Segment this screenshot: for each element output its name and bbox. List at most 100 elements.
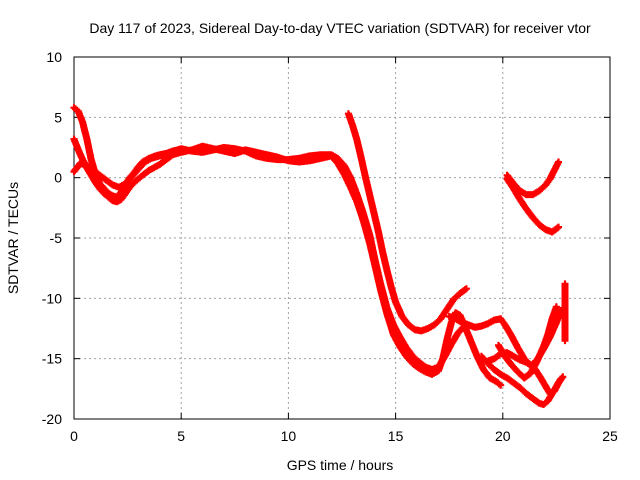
data-point (77, 148, 80, 152)
data-point (405, 346, 408, 350)
series-track-g (477, 352, 565, 408)
series-track-c (70, 146, 185, 191)
data-point (531, 193, 535, 196)
data-point (360, 157, 363, 160)
data-point (555, 385, 558, 388)
data-point (454, 317, 457, 321)
x-tick-label: 5 (177, 428, 185, 444)
data-point (89, 174, 93, 177)
data-point (563, 282, 567, 286)
data-point (467, 323, 470, 327)
data-point (448, 315, 451, 318)
data-point (512, 187, 515, 190)
data-point (111, 183, 114, 187)
data-point (510, 334, 513, 337)
data-point (486, 322, 489, 325)
data-point (563, 332, 567, 335)
data-point (525, 392, 528, 395)
data-point (473, 326, 477, 329)
data-point (450, 321, 453, 324)
data-point (561, 375, 565, 378)
data-point (244, 148, 247, 152)
data-point (538, 223, 541, 226)
data-point (488, 376, 492, 380)
data-point (77, 110, 80, 113)
data-point (424, 370, 427, 374)
data-point (398, 335, 402, 339)
data-point (372, 260, 376, 264)
data-point (89, 158, 93, 161)
data-point (544, 183, 547, 187)
data-point (190, 148, 194, 152)
data-point (94, 181, 97, 184)
data-point (445, 338, 449, 341)
data-point (342, 172, 346, 176)
data-point (119, 198, 123, 201)
data-point (385, 269, 389, 272)
x-tick-label: 10 (281, 428, 297, 444)
data-point (287, 159, 290, 162)
series-track-b (70, 135, 505, 389)
data-point (546, 333, 550, 336)
data-point (308, 154, 312, 158)
data-point (516, 370, 520, 374)
data-point (518, 386, 522, 389)
data-point (553, 169, 556, 172)
data-point (417, 361, 421, 364)
data-point (405, 355, 408, 358)
data-point (400, 315, 404, 318)
data-point (117, 186, 121, 189)
data-point (222, 149, 226, 153)
data-point (430, 373, 434, 376)
data-point (154, 165, 157, 169)
data-point (164, 158, 168, 161)
x-tick-label: 20 (495, 428, 511, 444)
series-track-k (561, 280, 569, 345)
y-tick-label: 5 (54, 109, 62, 125)
data-point (482, 368, 485, 371)
data-point (542, 403, 545, 406)
data-point (81, 120, 84, 124)
data-point (411, 355, 414, 358)
data-point (550, 392, 554, 395)
data-point (72, 137, 76, 141)
data-point (362, 219, 365, 223)
data-point (297, 160, 301, 164)
data-point (559, 377, 562, 381)
data-point (437, 369, 440, 372)
data-point (85, 137, 89, 141)
data-point (372, 212, 376, 216)
data-point (265, 153, 269, 156)
data-point (557, 225, 560, 229)
data-point (499, 317, 502, 321)
data-point (330, 154, 333, 158)
data-point (563, 321, 567, 324)
data-point (141, 174, 144, 177)
data-point (450, 342, 453, 346)
data-point (379, 288, 382, 292)
data-point (130, 175, 134, 178)
data-point (102, 192, 106, 195)
data-point (137, 168, 140, 171)
data-point (381, 251, 384, 254)
data-point (276, 155, 279, 159)
data-point (563, 339, 567, 342)
data-point (555, 321, 558, 324)
data-point (503, 323, 507, 327)
data-point (347, 112, 350, 115)
data-point (169, 152, 172, 155)
data-point (420, 329, 423, 333)
data-point (119, 190, 123, 194)
data-point (201, 151, 204, 154)
data-point (377, 230, 380, 234)
data-point (336, 161, 339, 165)
data-point (79, 161, 82, 165)
data-point (107, 195, 110, 199)
data-point (550, 230, 554, 234)
data-point (531, 397, 535, 400)
chart-title: Day 117 of 2023, Sidereal Day-to-day VTE… (89, 20, 591, 36)
data-point (255, 151, 258, 154)
data-point (368, 242, 372, 246)
data-marker-trail (561, 280, 569, 345)
data-point (98, 174, 101, 177)
